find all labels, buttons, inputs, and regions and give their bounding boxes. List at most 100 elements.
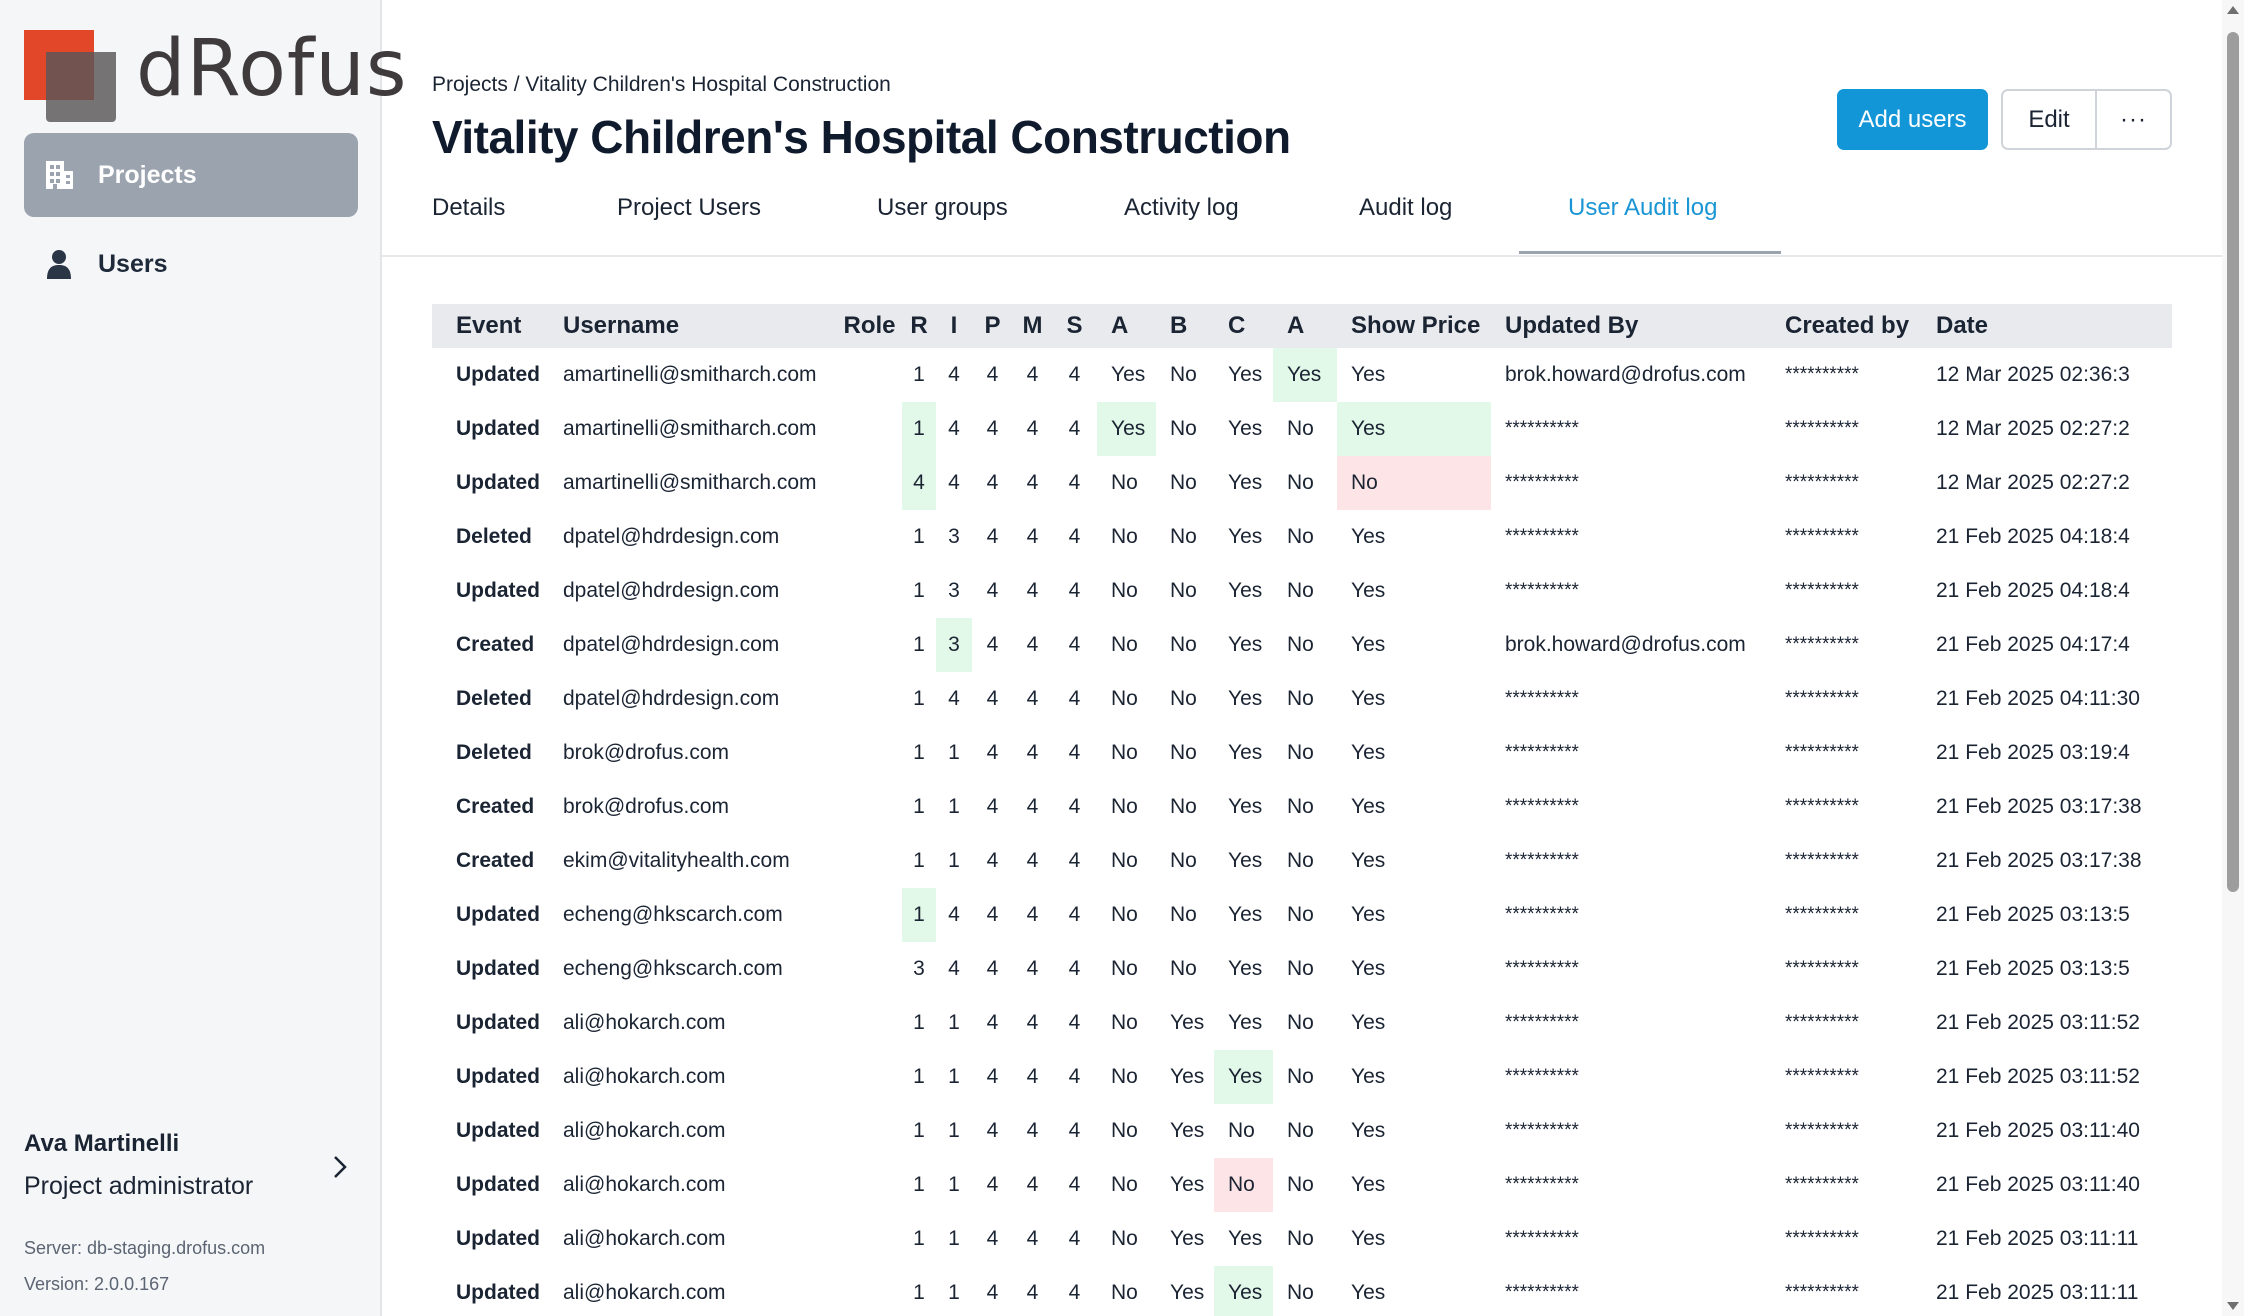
cell-a2: No [1287, 849, 1314, 872]
scrollbar-thumb[interactable] [2227, 32, 2239, 892]
table-body: Updated amartinelli@smitharch.com 1 4 4 4 4 Yes… [432, 348, 2172, 1316]
table-row[interactable]: Created ekim@vitalityhealth.com 1 1 4 4 4 No No Y… [432, 834, 2172, 888]
cell-event: Updated [456, 1065, 540, 1088]
table-row[interactable]: Updated amartinelli@smitharch.com 4 4 4 4 4 No N… [432, 456, 2172, 510]
cell-s: 4 [1068, 579, 1081, 602]
sidebar-item-projects[interactable]: Projects [24, 133, 358, 217]
cell-created-by: ********** [1785, 850, 1859, 871]
table-row[interactable]: Updated ali@hokarch.com 1 1 4 4 4 No Yes Yes No Yes… [432, 1050, 2172, 1104]
cell-m: 4 [1026, 1065, 1039, 1088]
breadcrumb[interactable]: Projects / Vitality Children's Hospital … [432, 73, 891, 96]
edit-button[interactable]: Edit [2003, 91, 2097, 148]
header-col-a2[interactable]: A [1273, 304, 1337, 348]
header-col-show-price[interactable]: Show Price [1337, 304, 1491, 348]
tab-user-groups[interactable]: User groups [877, 194, 1008, 221]
cell-role [837, 402, 902, 456]
table-row[interactable]: Updated echeng@hkscarch.com 1 4 4 4 4 No No Yes No… [432, 888, 2172, 942]
cell-i: 4 [948, 957, 960, 980]
user-audit-table-container[interactable]: Event Username Role R I P M S A B C A Show Price Upda… [432, 304, 2172, 1316]
cell-p: 4 [986, 1173, 999, 1196]
cell-updated-by: ********** [1505, 904, 1579, 925]
table-row[interactable]: Updated ali@hokarch.com 1 1 4 4 4 No Yes Yes No Yes… [432, 1212, 2172, 1266]
tab-project-users[interactable]: Project Users [617, 194, 762, 221]
header-col-a1[interactable]: A [1097, 304, 1156, 348]
table-row[interactable]: Updated amartinelli@smitharch.com 1 4 4 4 4 Yes… [432, 348, 2172, 402]
table-row[interactable]: Updated ali@hokarch.com 1 1 4 4 4 No Yes Yes No Yes… [432, 996, 2172, 1050]
cell-c: Yes [1214, 1050, 1273, 1104]
server-label: Server: db-staging.drofus.com [24, 1238, 266, 1258]
cell-a2: No [1287, 579, 1314, 602]
cell-show-price: Yes [1351, 1065, 1386, 1088]
cell-updated-by: ********** [1505, 796, 1579, 817]
table-header-row: Event Username Role R I P M S A B C A Show Price Upda… [432, 304, 2172, 348]
table-row[interactable]: Updated amartinelli@smitharch.com 1 4 4 4 4 Yes… [432, 402, 2172, 456]
chevron-right-icon[interactable] [332, 1154, 348, 1185]
cell-created-by: ********** [1785, 1120, 1859, 1141]
cell-r: 1 [913, 795, 925, 818]
table-row[interactable]: Created brok@drofus.com 1 1 4 4 4 No No Yes No Yes *… [432, 780, 2172, 834]
table-row[interactable]: Updated dpatel@hdrdesign.com 1 3 4 4 4 No No Yes N… [432, 564, 2172, 618]
table-row[interactable]: Updated ali@hokarch.com 1 1 4 4 4 No Yes Yes No Yes… [432, 1266, 2172, 1316]
header-col-i[interactable]: I [936, 304, 972, 348]
cell-show-price: Yes [1351, 1173, 1386, 1196]
tab-details[interactable]: Details [432, 194, 506, 221]
header-col-m[interactable]: M [1013, 304, 1052, 348]
cell-b: No [1170, 957, 1197, 980]
cell-s: 4 [1068, 849, 1081, 872]
add-users-button[interactable]: Add users [1837, 89, 1988, 150]
cell-r: 3 [913, 957, 925, 980]
table-row[interactable]: Created dpatel@hdrdesign.com 1 3 4 4 4 No No Yes N… [432, 618, 2172, 672]
header-col-updated-by[interactable]: Updated By [1491, 304, 1771, 348]
cell-a2: No [1287, 1173, 1314, 1196]
drofus-logo[interactable]: dRofus [24, 24, 406, 122]
sidebar-item-users[interactable]: Users [24, 222, 358, 306]
cell-event: Updated [456, 1227, 540, 1250]
header-col-event[interactable]: Event [432, 304, 549, 348]
table-row[interactable]: Updated ali@hokarch.com 1 1 4 4 4 No Yes No No Yes *… [432, 1104, 2172, 1158]
cell-event: Updated [456, 903, 540, 926]
cell-username: ali@hokarch.com [563, 1011, 726, 1034]
cell-role [837, 834, 902, 888]
cell-a1: No [1111, 633, 1138, 656]
header-col-created-by[interactable]: Created by [1771, 304, 1922, 348]
cell-event: Created [456, 795, 535, 818]
scroll-down-arrow-icon[interactable] [2227, 1302, 2239, 1310]
header-col-b[interactable]: B [1156, 304, 1214, 348]
table-row[interactable]: Updated ali@hokarch.com 1 1 4 4 4 No Yes No No Yes *… [432, 1158, 2172, 1212]
cell-show-price: Yes [1351, 1011, 1386, 1034]
scroll-up-arrow-icon[interactable] [2227, 6, 2239, 14]
header-col-username[interactable]: Username [549, 304, 837, 348]
tab-activity-log[interactable]: Activity log [1124, 194, 1239, 221]
tab-audit-log[interactable]: Audit log [1359, 194, 1453, 221]
cell-updated-by: ********** [1505, 580, 1579, 601]
cell-c: Yes [1228, 525, 1263, 548]
cell-a1: No [1111, 1011, 1138, 1034]
header-col-r[interactable]: R [902, 304, 936, 348]
cell-i: 1 [948, 1119, 960, 1142]
header-col-p[interactable]: P [972, 304, 1013, 348]
cell-date: 21 Feb 2025 03:11:52 [1936, 1011, 2140, 1034]
table-row[interactable]: Deleted dpatel@hdrdesign.com 1 3 4 4 4 No No Yes N… [432, 510, 2172, 564]
cell-m: 4 [1026, 1011, 1039, 1034]
cell-a1: No [1111, 957, 1138, 980]
header-col-s[interactable]: S [1052, 304, 1097, 348]
table-row[interactable]: Updated echeng@hkscarch.com 3 4 4 4 4 No No Yes No… [432, 942, 2172, 996]
tab-user-audit-log[interactable]: User Audit log [1568, 194, 1718, 221]
vertical-scrollbar[interactable] [2222, 0, 2244, 1316]
page-title: Vitality Children's Hospital Constructio… [432, 111, 1291, 163]
cell-show-price: Yes [1351, 579, 1386, 602]
table-row[interactable]: Deleted dpatel@hdrdesign.com 1 4 4 4 4 No No Yes N… [432, 672, 2172, 726]
cell-role [837, 1212, 902, 1266]
user-profile[interactable]: Ava Martinelli Project administrator [24, 1130, 358, 1201]
header-col-role[interactable]: Role [837, 304, 902, 348]
cell-created-by: ********** [1785, 364, 1859, 385]
cell-date: 21 Feb 2025 04:18:4 [1936, 525, 2130, 548]
cell-m: 4 [1026, 957, 1039, 980]
header-col-c[interactable]: C [1214, 304, 1273, 348]
more-options-button[interactable]: ··· [2120, 105, 2147, 133]
cell-s: 4 [1068, 417, 1081, 440]
header-col-date[interactable]: Date [1922, 304, 2172, 348]
cell-c: No [1214, 1158, 1273, 1212]
table-row[interactable]: Deleted brok@drofus.com 1 1 4 4 4 No No Yes No Yes *… [432, 726, 2172, 780]
cell-role [837, 942, 902, 996]
